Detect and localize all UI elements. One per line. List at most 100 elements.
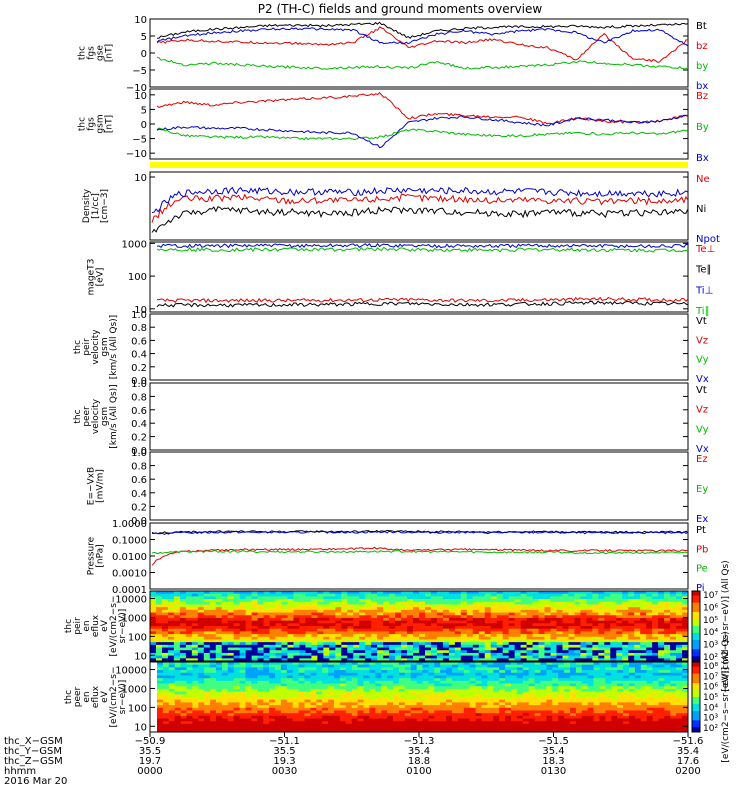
spectrogram-cell: [335, 615, 342, 619]
spectrogram-cell: [424, 599, 432, 603]
spectrogram-cell: [221, 670, 229, 674]
spectrogram-cell: [233, 664, 240, 668]
spectrogram-cell: [490, 609, 498, 613]
spectrogram-cell: [544, 639, 551, 643]
spectrogram-cell: [167, 593, 175, 597]
legend-entry: Pe: [696, 564, 708, 575]
spectrogram-cell: [245, 694, 252, 698]
spectrogram-cell: [162, 683, 170, 687]
spectrogram-cell: [389, 658, 396, 662]
spectrogram-cell: [173, 634, 181, 638]
spectrogram-cell: [204, 718, 211, 722]
spectrogram-cell: [670, 609, 677, 613]
spectrogram-cell: [575, 688, 583, 693]
spectrogram-cell: [233, 623, 241, 627]
spectrogram-cell: [387, 697, 394, 701]
spectrogram-cell: [611, 702, 618, 706]
spectrogram-cell: [269, 723, 276, 728]
spectrogram-cell: [269, 694, 276, 698]
spectrogram-cell: [365, 617, 372, 622]
spectrogram-cell: [359, 617, 366, 622]
spectrogram-cell: [227, 604, 235, 608]
spectrogram-cell: [410, 729, 417, 733]
legend-entry: Ez: [696, 454, 708, 465]
spectrogram-cell: [430, 607, 438, 611]
spectrogram-cell: [478, 612, 486, 616]
spectrogram-cell: [299, 650, 306, 654]
spectrogram-cell: [682, 680, 689, 684]
spectrogram-cell: [428, 705, 435, 709]
spectrogram-cell: [215, 636, 223, 640]
spectrogram-cell: [185, 631, 193, 635]
spectrogram-cell: [168, 683, 176, 687]
spectrogram-cell: [269, 623, 276, 627]
spectrogram-cell: [227, 699, 235, 703]
spectrogram-cell: [520, 607, 527, 611]
spectrogram-cell: [383, 639, 390, 643]
y-tick-label: 100: [128, 703, 147, 714]
spectrogram-cell: [646, 688, 653, 693]
spectrogram-cell: [481, 683, 488, 687]
spectrogram-cell: [472, 593, 480, 597]
spectrogram-cell: [505, 683, 512, 687]
spectrogram-cell: [526, 623, 533, 627]
spectrogram-cell: [322, 713, 329, 717]
spectrogram-cell: [263, 721, 270, 725]
spectrogram-cell: [564, 678, 571, 682]
spectrogram-cell: [463, 705, 471, 709]
spectrogram-cell: [670, 620, 677, 624]
spectrogram-cell: [442, 620, 450, 624]
spectrogram-cell: [454, 599, 462, 603]
spectrogram-cell: [452, 718, 459, 722]
spectrogram-cell: [192, 710, 199, 714]
spectrogram-cell: [375, 675, 382, 679]
spectrogram-cell: [623, 670, 630, 674]
spectrogram-cell: [564, 721, 571, 725]
spectrogram-cell: [387, 707, 394, 711]
spectrogram-cell: [478, 620, 486, 624]
spectrogram-cell: [562, 609, 569, 613]
spectrogram-cell: [404, 672, 412, 676]
spectrogram-cell: [363, 723, 370, 728]
spectrogram-cell: [316, 697, 323, 701]
spectrogram-cell: [558, 699, 565, 703]
spectrogram-cell: [452, 675, 459, 679]
x-axis-value: 19.3: [273, 756, 295, 767]
spectrogram-cell: [592, 609, 599, 613]
spectrogram-cell: [556, 626, 563, 630]
spectrogram-cell: [221, 612, 229, 616]
spectrogram-cell: [484, 593, 492, 597]
spectrogram-cell: [179, 647, 187, 651]
spectrogram-cell: [534, 697, 541, 701]
spectrogram-cell: [617, 702, 624, 706]
spectrogram-cell: [605, 672, 612, 676]
spectrogram-cell: [534, 694, 541, 698]
spectrogram-cell: [174, 713, 181, 717]
spectrogram-cell: [457, 683, 465, 687]
spectrogram-cell: [562, 655, 569, 659]
spectrogram-cell: [269, 670, 276, 674]
spectrogram-cell: [404, 699, 412, 703]
spectrogram-cell: [634, 644, 641, 648]
spectrogram-cell: [359, 642, 366, 646]
spectrogram-cell: [454, 601, 462, 605]
spectrogram-cell: [310, 713, 317, 717]
spectrogram-cell: [239, 628, 247, 632]
legend-entry: Vz: [696, 405, 708, 416]
spectrogram-cell: [334, 664, 341, 668]
spectrogram-cell: [676, 593, 683, 597]
spectrogram-cell: [203, 650, 211, 654]
spectrogram-cell: [186, 688, 193, 693]
spectrogram-cell: [511, 683, 518, 687]
spectrogram-cell: [605, 678, 612, 682]
spectrogram-cell: [460, 609, 468, 613]
spectrogram-cell: [251, 612, 258, 616]
spectrogram-cell: [323, 647, 330, 651]
spectrogram-cell: [592, 596, 599, 600]
spectrogram-cell: [469, 680, 476, 684]
spectrogram-cell: [269, 715, 276, 719]
spectrogram-cell: [562, 644, 569, 648]
spectrogram-cell: [487, 667, 494, 671]
spectrogram-cell: [215, 652, 223, 657]
spectrogram-cell: [564, 702, 571, 706]
